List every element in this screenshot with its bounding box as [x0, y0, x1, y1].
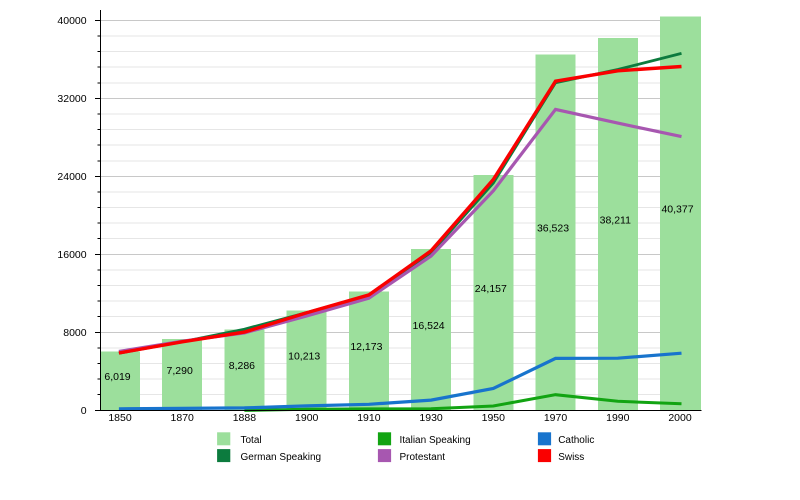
svg-text:40,377: 40,377 [661, 204, 693, 216]
svg-text:1950: 1950 [482, 412, 506, 424]
svg-text:Protestant: Protestant [400, 452, 446, 463]
svg-text:6,019: 6,019 [104, 371, 130, 383]
svg-text:16000: 16000 [57, 249, 86, 261]
svg-text:1990: 1990 [606, 412, 630, 424]
svg-text:Total: Total [241, 435, 262, 446]
svg-text:1930: 1930 [419, 412, 443, 424]
svg-text:12,173: 12,173 [350, 341, 382, 353]
svg-text:1888: 1888 [233, 412, 257, 424]
svg-text:7,290: 7,290 [167, 365, 193, 377]
svg-text:1970: 1970 [544, 412, 568, 424]
svg-text:Swiss: Swiss [558, 452, 584, 463]
svg-text:Italian Speaking: Italian Speaking [400, 435, 471, 446]
svg-text:32000: 32000 [57, 93, 86, 105]
svg-text:German Speaking: German Speaking [241, 452, 322, 463]
svg-text:8,286: 8,286 [229, 360, 255, 372]
svg-text:16,524: 16,524 [413, 320, 445, 332]
svg-text:Catholic: Catholic [558, 435, 594, 446]
svg-text:1870: 1870 [171, 412, 195, 424]
svg-text:24000: 24000 [57, 171, 86, 183]
svg-text:2000: 2000 [668, 412, 692, 424]
svg-text:0: 0 [81, 405, 87, 417]
svg-text:10,213: 10,213 [288, 351, 320, 363]
svg-text:1910: 1910 [357, 412, 381, 424]
svg-text:8000: 8000 [63, 327, 87, 339]
svg-text:38,211: 38,211 [600, 214, 631, 226]
svg-text:1850: 1850 [108, 412, 132, 424]
svg-text:1900: 1900 [295, 412, 319, 424]
svg-text:36,523: 36,523 [537, 223, 569, 235]
svg-text:24,157: 24,157 [475, 283, 507, 295]
svg-text:40000: 40000 [57, 15, 86, 27]
